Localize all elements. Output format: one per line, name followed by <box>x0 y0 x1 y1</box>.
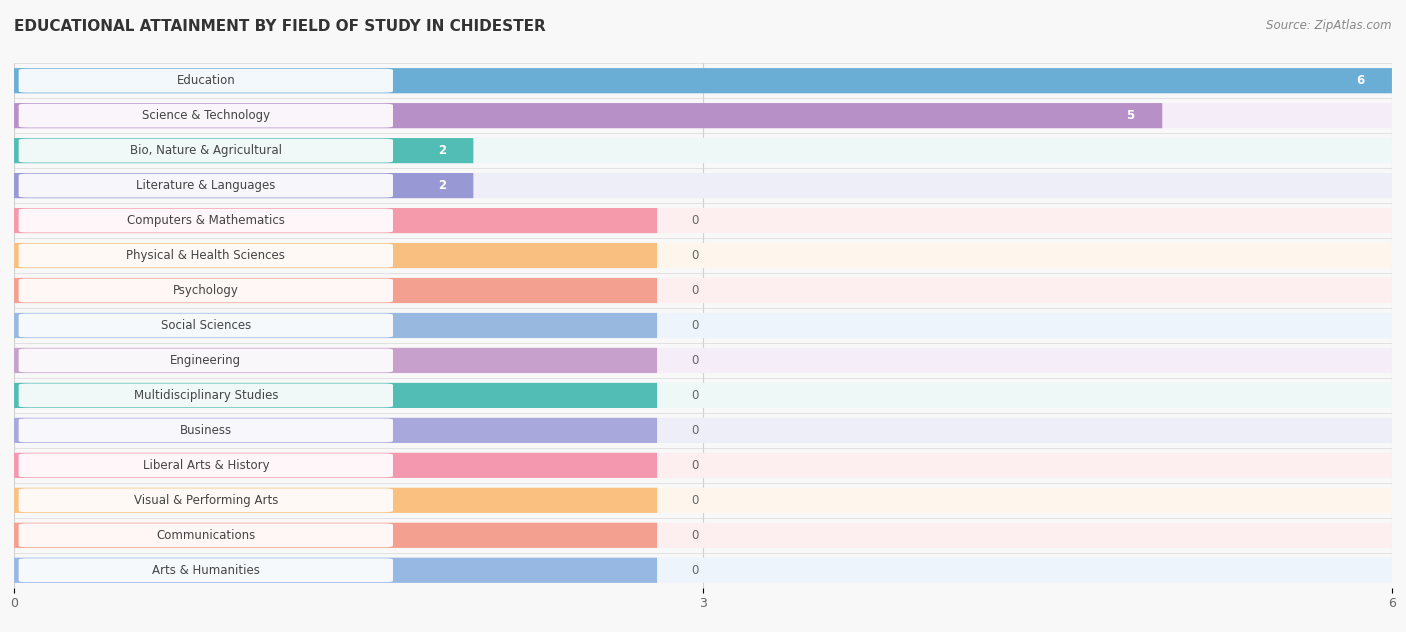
Text: 5: 5 <box>1126 109 1135 122</box>
FancyBboxPatch shape <box>14 68 1392 94</box>
Text: 0: 0 <box>692 564 699 577</box>
FancyBboxPatch shape <box>18 454 394 477</box>
Text: Liberal Arts & History: Liberal Arts & History <box>142 459 269 472</box>
FancyBboxPatch shape <box>14 523 1392 548</box>
FancyBboxPatch shape <box>14 488 1392 513</box>
FancyBboxPatch shape <box>14 243 1392 268</box>
FancyBboxPatch shape <box>14 348 657 373</box>
Text: Business: Business <box>180 424 232 437</box>
Text: Bio, Nature & Agricultural: Bio, Nature & Agricultural <box>129 144 281 157</box>
Text: 0: 0 <box>692 459 699 472</box>
Text: 0: 0 <box>692 389 699 402</box>
Text: 0: 0 <box>692 354 699 367</box>
Text: 0: 0 <box>692 284 699 297</box>
Text: Psychology: Psychology <box>173 284 239 297</box>
Text: Social Sciences: Social Sciences <box>160 319 250 332</box>
Text: 0: 0 <box>692 494 699 507</box>
FancyBboxPatch shape <box>18 489 394 512</box>
FancyBboxPatch shape <box>14 103 1392 128</box>
FancyBboxPatch shape <box>18 244 394 267</box>
Text: Computers & Mathematics: Computers & Mathematics <box>127 214 285 227</box>
FancyBboxPatch shape <box>18 104 394 128</box>
FancyBboxPatch shape <box>14 278 657 303</box>
FancyBboxPatch shape <box>14 208 1392 233</box>
FancyBboxPatch shape <box>18 559 394 582</box>
FancyBboxPatch shape <box>14 488 657 513</box>
FancyBboxPatch shape <box>14 243 657 268</box>
FancyBboxPatch shape <box>18 523 394 547</box>
FancyBboxPatch shape <box>18 384 394 407</box>
Text: 0: 0 <box>692 529 699 542</box>
FancyBboxPatch shape <box>14 208 657 233</box>
Text: Science & Technology: Science & Technology <box>142 109 270 122</box>
Text: Visual & Performing Arts: Visual & Performing Arts <box>134 494 278 507</box>
Text: 0: 0 <box>692 214 699 227</box>
Text: 0: 0 <box>692 424 699 437</box>
Text: 6: 6 <box>1357 74 1364 87</box>
FancyBboxPatch shape <box>14 173 474 198</box>
Text: 0: 0 <box>692 319 699 332</box>
FancyBboxPatch shape <box>14 557 1392 583</box>
Text: EDUCATIONAL ATTAINMENT BY FIELD OF STUDY IN CHIDESTER: EDUCATIONAL ATTAINMENT BY FIELD OF STUDY… <box>14 19 546 34</box>
FancyBboxPatch shape <box>18 418 394 442</box>
Text: Education: Education <box>176 74 235 87</box>
FancyBboxPatch shape <box>18 209 394 233</box>
Text: Multidisciplinary Studies: Multidisciplinary Studies <box>134 389 278 402</box>
FancyBboxPatch shape <box>18 279 394 302</box>
Text: Physical & Health Sciences: Physical & Health Sciences <box>127 249 285 262</box>
FancyBboxPatch shape <box>14 103 1163 128</box>
FancyBboxPatch shape <box>18 313 394 337</box>
FancyBboxPatch shape <box>14 173 1392 198</box>
FancyBboxPatch shape <box>14 138 474 163</box>
FancyBboxPatch shape <box>14 557 657 583</box>
Text: 0: 0 <box>692 249 699 262</box>
FancyBboxPatch shape <box>14 523 657 548</box>
FancyBboxPatch shape <box>14 278 1392 303</box>
FancyBboxPatch shape <box>14 313 1392 338</box>
FancyBboxPatch shape <box>14 383 657 408</box>
FancyBboxPatch shape <box>18 349 394 372</box>
FancyBboxPatch shape <box>18 139 394 162</box>
Text: Literature & Languages: Literature & Languages <box>136 179 276 192</box>
Text: Communications: Communications <box>156 529 256 542</box>
FancyBboxPatch shape <box>14 418 657 443</box>
FancyBboxPatch shape <box>14 313 657 338</box>
Text: Source: ZipAtlas.com: Source: ZipAtlas.com <box>1267 19 1392 32</box>
Text: Engineering: Engineering <box>170 354 242 367</box>
FancyBboxPatch shape <box>14 138 1392 163</box>
FancyBboxPatch shape <box>14 418 1392 443</box>
FancyBboxPatch shape <box>18 69 394 92</box>
FancyBboxPatch shape <box>14 453 1392 478</box>
Text: 2: 2 <box>437 144 446 157</box>
FancyBboxPatch shape <box>14 453 657 478</box>
FancyBboxPatch shape <box>14 383 1392 408</box>
Text: 2: 2 <box>437 179 446 192</box>
Text: Arts & Humanities: Arts & Humanities <box>152 564 260 577</box>
FancyBboxPatch shape <box>14 68 1392 94</box>
FancyBboxPatch shape <box>18 174 394 197</box>
FancyBboxPatch shape <box>14 348 1392 373</box>
